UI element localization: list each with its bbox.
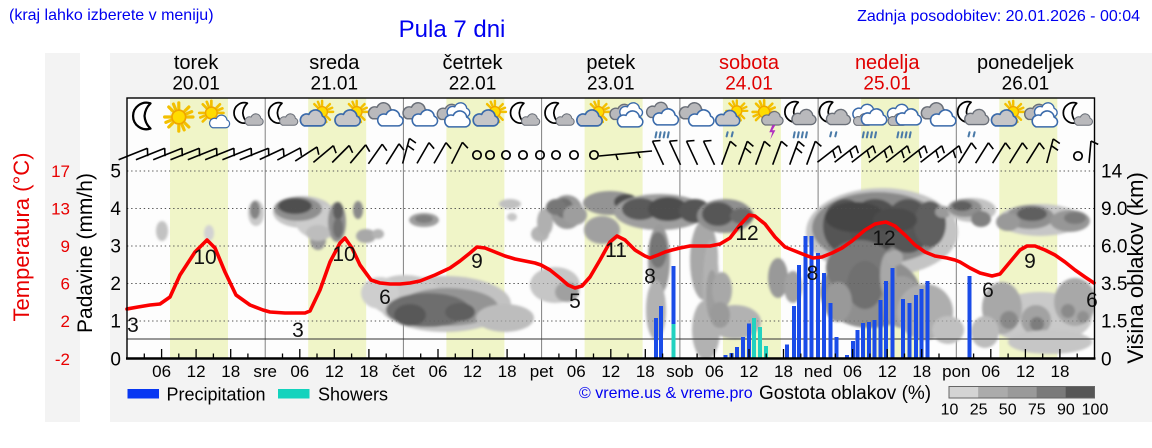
svg-text:6: 6 [61,275,70,294]
svg-text:06: 06 [152,362,171,381]
svg-text:6: 6 [982,279,994,302]
svg-text:25: 25 [970,402,988,419]
svg-text:pet: pet [530,362,554,381]
svg-text:ponedeljek: ponedeljek [977,52,1075,74]
svg-text:12: 12 [463,362,482,381]
svg-text:četrtek: četrtek [442,52,503,74]
svg-text:12: 12 [325,362,344,381]
svg-text:06: 06 [843,362,862,381]
svg-text:pon: pon [942,362,970,381]
svg-text:18: 18 [359,362,378,381]
svg-text:3: 3 [292,319,304,342]
svg-text:06: 06 [290,362,309,381]
svg-text:06: 06 [981,362,1000,381]
svg-text:12: 12 [601,362,620,381]
svg-text:23.01: 23.01 [587,74,635,95]
svg-text:čet: čet [392,362,415,381]
svg-text:06: 06 [705,362,724,381]
svg-text:12: 12 [187,362,206,381]
svg-text:10: 10 [193,246,216,269]
svg-text:50: 50 [999,402,1017,419]
svg-text:17: 17 [51,162,70,181]
svg-text:18: 18 [636,362,655,381]
svg-text:06: 06 [567,362,586,381]
svg-text:Višina oblakov (km): Višina oblakov (km) [1123,172,1148,364]
svg-text:(kraj lahko izberete v meniju): (kraj lahko izberete v meniju) [9,7,214,24]
svg-text:petek: petek [586,52,636,74]
svg-text:Padavine (mm/h): Padavine (mm/h) [74,173,97,333]
svg-text:12: 12 [872,227,895,250]
svg-text:12: 12 [735,222,758,245]
svg-text:20.01: 20.01 [172,74,220,95]
svg-text:© vreme.us & vreme.pro: © vreme.us & vreme.pro [579,385,753,402]
svg-text:8: 8 [807,262,819,285]
svg-text:9: 9 [471,250,483,273]
svg-text:Pula 7 dni: Pula 7 dni [399,16,506,43]
svg-text:11: 11 [605,239,627,262]
svg-text:25.01: 25.01 [863,74,911,95]
svg-text:14: 14 [1101,162,1123,183]
svg-text:10: 10 [941,402,959,419]
svg-text:sobota: sobota [719,52,780,74]
svg-text:5: 5 [110,162,121,183]
svg-text:Temperatura (°C): Temperatura (°C) [9,153,34,322]
svg-text:1: 1 [110,312,121,333]
svg-text:sre: sre [253,362,277,381]
svg-text:10: 10 [332,243,355,266]
svg-text:-2: -2 [55,350,70,369]
svg-text:sob: sob [666,362,693,381]
svg-text:nedelja: nedelja [855,52,920,74]
svg-text:2: 2 [110,274,121,295]
svg-text:3: 3 [110,237,121,258]
svg-text:18: 18 [774,362,793,381]
svg-text:2: 2 [61,312,70,331]
svg-text:12: 12 [878,362,897,381]
svg-text:22.01: 22.01 [449,74,497,95]
svg-text:9: 9 [1024,250,1036,273]
svg-text:0: 0 [110,350,121,371]
svg-text:9: 9 [61,237,70,256]
svg-text:18: 18 [912,362,931,381]
svg-text:18: 18 [498,362,517,381]
svg-text:75: 75 [1028,402,1046,419]
svg-text:0: 0 [1101,350,1112,371]
svg-text:torek: torek [174,52,219,74]
svg-text:Gostota oblakov (%): Gostota oblakov (%) [759,383,931,404]
svg-text:13: 13 [51,200,70,219]
svg-text:8: 8 [644,265,656,288]
svg-text:Zadnja posodobitev: 20.01.2026: Zadnja posodobitev: 20.01.2026 - 00:04 [857,8,1140,25]
svg-text:5: 5 [569,290,581,313]
svg-text:12: 12 [1016,362,1035,381]
svg-text:sreda: sreda [309,52,360,74]
svg-text:6: 6 [379,286,391,309]
svg-text:3: 3 [127,314,139,337]
svg-text:100: 100 [1082,402,1109,419]
svg-text:Showers: Showers [318,385,388,405]
svg-text:26.01: 26.01 [1002,74,1050,95]
svg-text:90: 90 [1057,402,1075,419]
svg-text:12: 12 [740,362,759,381]
svg-text:24.01: 24.01 [725,74,773,95]
svg-text:21.01: 21.01 [311,74,359,95]
svg-text:6: 6 [1086,289,1098,312]
svg-text:18: 18 [1051,362,1070,381]
svg-text:ned: ned [804,362,832,381]
svg-text:Precipitation: Precipitation [167,385,266,405]
svg-text:18: 18 [221,362,240,381]
svg-text:4: 4 [110,199,121,220]
svg-text:06: 06 [429,362,448,381]
